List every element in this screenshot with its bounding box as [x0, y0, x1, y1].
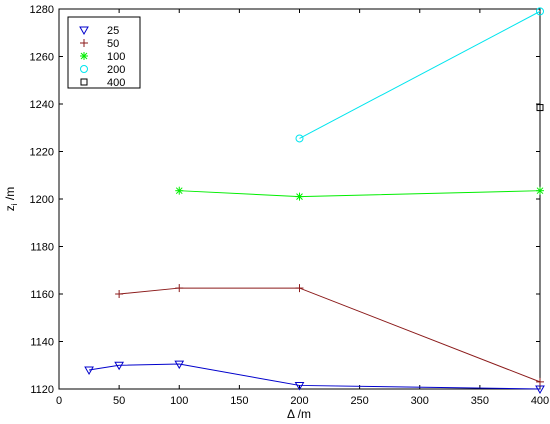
x-tick-label: 100	[170, 395, 188, 407]
y-tick-label: 1220	[30, 147, 54, 159]
y-axis-title: zi /m	[3, 187, 19, 211]
legend-label-25: 25	[107, 25, 119, 37]
y-axis-title-main: z	[3, 205, 17, 211]
legend-marker-100	[80, 52, 88, 60]
x-tick-label: 50	[113, 395, 125, 407]
series-50	[115, 284, 544, 386]
legend-marker-400	[80, 78, 88, 86]
legend-label-50: 50	[107, 38, 119, 50]
y-tick-label: 1200	[30, 194, 54, 206]
x-tick-label: 400	[531, 395, 549, 407]
y-tick-label: 1260	[30, 52, 54, 64]
legend-marker-50	[80, 39, 88, 47]
x-tick-label: 300	[411, 395, 429, 407]
y-tick-label: 1240	[30, 99, 54, 111]
y-tick-label: 1180	[30, 242, 54, 254]
y-tick-label: 1140	[30, 337, 54, 349]
axis-ticks: 0 50 100 150 200 250 300 350 4001120114011601180…	[30, 4, 550, 407]
series-400	[536, 104, 544, 112]
data-point-25	[174, 360, 185, 370]
series-25	[84, 360, 545, 395]
series-200	[295, 7, 544, 143]
series-line-200	[299, 10, 541, 139]
data-point-200	[536, 7, 544, 16]
series-line-100	[179, 190, 541, 198]
data-point-25	[84, 366, 94, 376]
x-tick-label: 250	[350, 395, 368, 407]
data-point-25	[535, 385, 545, 395]
legend-label-200: 200	[107, 64, 125, 76]
legend-marker-25	[79, 26, 89, 36]
series-100	[175, 186, 544, 201]
legend-label-100: 100	[107, 51, 125, 63]
data-point-25	[294, 381, 305, 391]
data-point-50	[295, 284, 304, 293]
data-point-400	[536, 104, 544, 112]
x-tick-label: 0	[56, 395, 62, 407]
series-line-50	[119, 287, 541, 383]
data-point-100	[295, 192, 304, 201]
data-point-50	[175, 284, 184, 293]
y-tick-label: 1280	[30, 4, 54, 16]
legend-box	[67, 16, 141, 89]
legend-label-400: 400	[107, 77, 125, 89]
data-point-200	[295, 134, 304, 143]
series-line-25	[88, 363, 541, 390]
y-tick-label: 1160	[30, 289, 54, 301]
x-axis-title: Δ /m	[287, 407, 311, 421]
x-tick-label: 350	[471, 395, 489, 407]
data-point-50	[536, 377, 544, 386]
x-tick-label: 200	[290, 395, 308, 407]
x-tick-label: 150	[230, 395, 248, 407]
data-point-100	[536, 186, 544, 195]
y-axis-title-unit: /m	[3, 187, 17, 204]
data-point-25	[114, 361, 124, 371]
data-point-100	[175, 186, 184, 195]
data-point-50	[115, 290, 124, 298]
y-tick-label: 1120	[30, 384, 54, 396]
y-axis-title-subscript: i	[10, 203, 19, 205]
legend-marker-200	[80, 65, 88, 73]
series-layer	[84, 7, 545, 395]
